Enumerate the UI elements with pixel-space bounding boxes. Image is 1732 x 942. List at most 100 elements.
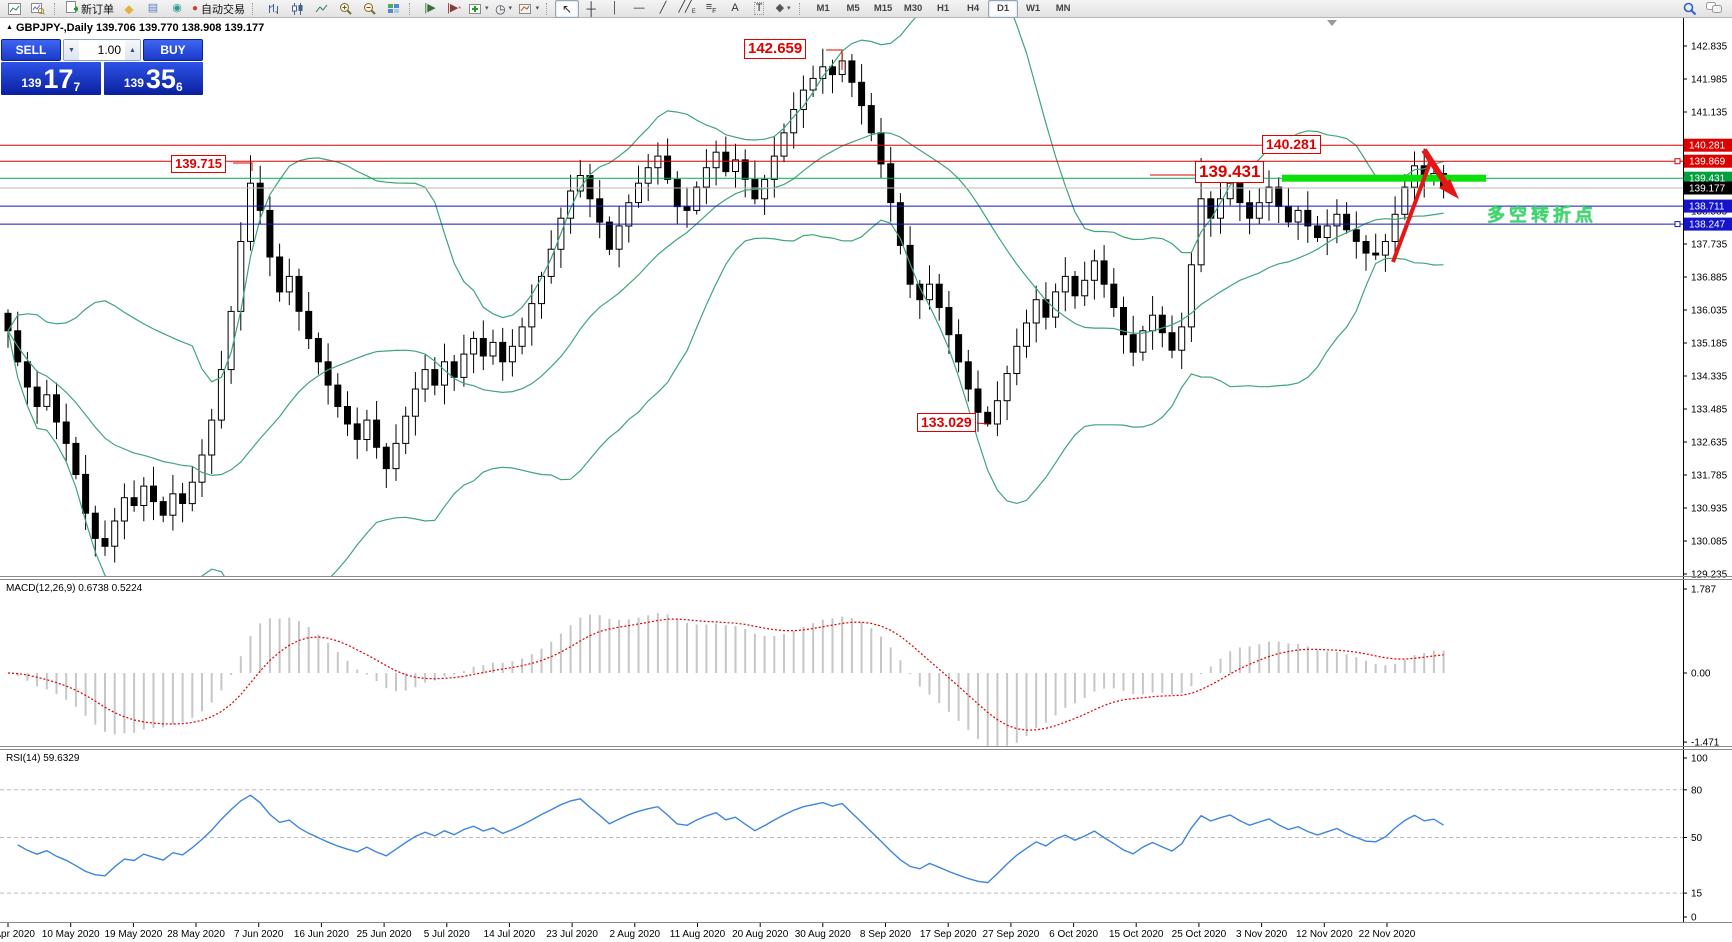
tab-m1[interactable]: M1 (816, 3, 830, 14)
svg-text:5 Jul 2020: 5 Jul 2020 (424, 929, 471, 940)
svg-text:10 May 2020: 10 May 2020 (42, 929, 100, 940)
svg-text:130.085: 130.085 (1691, 537, 1728, 548)
chart-shift-button[interactable]: |▶* (447, 2, 462, 14)
svg-text:25 Jun 2020: 25 Jun 2020 (357, 929, 412, 940)
zoom-out-button[interactable] (357, 0, 381, 18)
cursor-button[interactable]: ↖ (555, 0, 580, 18)
text-button[interactable]: A (731, 2, 739, 14)
svg-text:1.787: 1.787 (1691, 585, 1716, 596)
rsi-indicator-label: RSI(14) 59.6329 (6, 753, 80, 764)
svg-text:20 Aug 2020: 20 Aug 2020 (732, 929, 789, 940)
templates-button[interactable]: ▾ (516, 0, 543, 18)
svg-text:-1.471: -1.471 (1691, 738, 1720, 749)
main-toolbar: 新订单 ◆ ▤ ◉ ● 自动交易 |▶ |▶* ▾ ◷ ▾ ▾ ↖ ┼ (0, 0, 1732, 18)
svg-text:132.635: 132.635 (1691, 438, 1728, 449)
svg-text:131.785: 131.785 (1691, 471, 1728, 482)
new-order-label: 新订单 (81, 3, 114, 16)
svg-text:3 Nov 2020: 3 Nov 2020 (1236, 929, 1288, 940)
tile-windows-button[interactable] (381, 0, 405, 18)
buy-button[interactable]: BUY (143, 39, 203, 61)
svg-text:134.335: 134.335 (1691, 372, 1728, 383)
tab-m30[interactable]: M30 (903, 3, 923, 14)
price-callout-139431[interactable]: 139.431 (1195, 161, 1265, 184)
fibonacci-button[interactable]: ≡F (705, 0, 717, 16)
svg-text:137.735: 137.735 (1691, 240, 1728, 251)
line-chart-type-button[interactable] (309, 0, 333, 18)
tab-m5[interactable]: M5 (846, 3, 860, 14)
svg-text:139.869: 139.869 (1689, 157, 1726, 168)
new-order-button[interactable]: 新订单 (63, 0, 117, 18)
volume-stepper: ▼ ▲ (63, 39, 141, 61)
svg-text:25 Oct 2020: 25 Oct 2020 (1172, 929, 1227, 940)
svg-text:129.235: 129.235 (1691, 570, 1728, 581)
tab-mn[interactable]: MN (1055, 3, 1071, 14)
svg-text:14 Jul 2020: 14 Jul 2020 (484, 929, 536, 940)
price-callout-139715[interactable]: 139.715 (171, 155, 226, 173)
svg-text:17 Sep 2020: 17 Sep 2020 (920, 929, 977, 940)
horizontal-line-button[interactable]: — (633, 2, 645, 14)
autotrading-label: 自动交易 (201, 3, 246, 16)
autoscroll-button[interactable]: |▶ (424, 2, 436, 14)
svg-text:7 Jun 2020: 7 Jun 2020 (234, 929, 284, 940)
svg-text:141.135: 141.135 (1691, 108, 1728, 119)
svg-text:136.035: 136.035 (1691, 306, 1728, 317)
sell-price-display[interactable]: 139 17 7 (1, 62, 101, 95)
data-window-icon[interactable]: ▤ (147, 2, 159, 14)
price-callout-140281[interactable]: 140.281 (1262, 135, 1321, 154)
svg-text:133.485: 133.485 (1691, 405, 1728, 416)
text-label-button[interactable]: T (753, 2, 765, 15)
indicators-button[interactable]: ▾ (466, 0, 492, 18)
svg-text:22 Nov 2020: 22 Nov 2020 (1359, 929, 1416, 940)
news-icon[interactable]: ◉ (172, 2, 182, 14)
search-icon[interactable] (1678, 0, 1702, 18)
tab-m15[interactable]: M15 (873, 3, 893, 14)
svg-text:80: 80 (1691, 785, 1703, 796)
tab-h4[interactable]: H4 (967, 3, 980, 14)
macd-indicator-label: MACD(12,26,9) 0.6738 0.5224 (6, 583, 143, 594)
shapes-button[interactable]: ◆ ▾ (775, 2, 791, 14)
new-chart-button[interactable] (2, 0, 26, 18)
tab-w1[interactable]: W1 (1025, 3, 1041, 14)
svg-text:8 Sep 2020: 8 Sep 2020 (860, 929, 912, 940)
tab-d1[interactable]: D1 (988, 0, 1019, 18)
vertical-line-button[interactable]: │ (611, 2, 619, 14)
chat-icon[interactable] (1702, 0, 1726, 18)
svg-text:141.985: 141.985 (1691, 75, 1728, 86)
svg-text:139.431: 139.431 (1689, 174, 1726, 185)
reversal-note-text[interactable]: 多空转折点 (1487, 205, 1597, 225)
buy-price-display[interactable]: 139 35 6 (103, 62, 203, 95)
trendline-button[interactable]: ╱ (659, 2, 667, 14)
price-callout-133029[interactable]: 133.029 (917, 413, 976, 432)
candlestick-type-button[interactable] (285, 0, 309, 18)
volume-increase-button[interactable]: ▲ (125, 40, 140, 60)
svg-text:130.935: 130.935 (1691, 504, 1728, 515)
bar-chart-type-button[interactable] (261, 0, 285, 18)
volume-decrease-button[interactable]: ▼ (64, 40, 79, 60)
svg-text:0.00: 0.00 (1691, 669, 1711, 680)
tab-h1[interactable]: H1 (937, 3, 950, 14)
svg-text:6 Oct 2020: 6 Oct 2020 (1049, 929, 1098, 940)
svg-text:11 Aug 2020: 11 Aug 2020 (670, 929, 726, 940)
svg-text:12 Nov 2020: 12 Nov 2020 (1296, 929, 1353, 940)
svg-text:140.281: 140.281 (1689, 141, 1726, 152)
metaeditor-icon[interactable]: ◆ (124, 1, 134, 16)
svg-text:27 Sep 2020: 27 Sep 2020 (983, 929, 1040, 940)
period-clock-button[interactable]: ◷ ▾ (495, 1, 513, 16)
sell-button[interactable]: SELL (1, 39, 61, 61)
volume-input[interactable] (79, 40, 125, 60)
profiles-icon[interactable] (26, 0, 50, 18)
svg-text:30 Aug 2020: 30 Aug 2020 (795, 929, 852, 940)
svg-text:136.885: 136.885 (1691, 273, 1728, 284)
channel-button[interactable]: ╱╱E (678, 0, 696, 16)
zoom-in-button[interactable] (333, 0, 357, 18)
svg-text:138.711: 138.711 (1689, 202, 1725, 213)
svg-text:138.247: 138.247 (1689, 220, 1726, 231)
svg-text:0: 0 (1691, 913, 1697, 924)
autotrading-button[interactable]: ● 自动交易 (189, 0, 248, 18)
new-order-icon (66, 1, 79, 16)
price-callout-142659[interactable]: 142.659 (744, 39, 807, 59)
crosshair-button[interactable]: ┼ (586, 1, 596, 16)
